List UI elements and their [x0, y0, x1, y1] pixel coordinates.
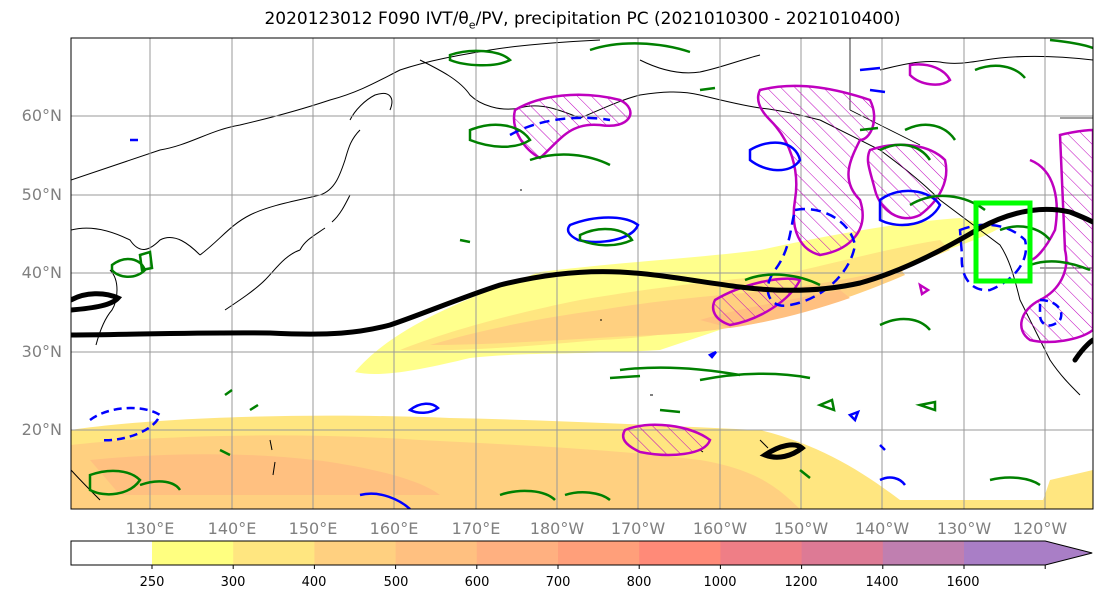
colorbar-segment	[558, 541, 640, 565]
lon-label-150w: 150°W	[773, 519, 829, 538]
lon-label-160e: 160°E	[369, 519, 419, 538]
colorbar-segment	[639, 541, 721, 565]
lon-label-160w: 160°W	[692, 519, 748, 538]
lat-label-60n: 60°N	[21, 106, 62, 125]
colorbar-tick-600: 600	[464, 575, 490, 590]
lat-label-30n: 30°N	[21, 342, 62, 361]
colorbar-tick-1600: 1600	[946, 575, 980, 590]
lat-label-50n: 50°N	[21, 185, 62, 204]
lon-label-170e: 170°E	[451, 519, 501, 538]
colorbar-segment	[314, 541, 397, 565]
colorbar-tick-250: 250	[139, 575, 165, 590]
colorbar-tick-300: 300	[220, 575, 246, 590]
lat-label-20n: 20°N	[21, 420, 62, 439]
colorbar-tick-1400: 1400	[865, 575, 899, 590]
lon-label-180w: 180°W	[529, 519, 585, 538]
colorbar-tick-1000: 1000	[703, 575, 737, 590]
lon-label-170w: 170°W	[610, 519, 666, 538]
colorbar-segment	[395, 541, 478, 565]
lat-label-40n: 40°N	[21, 263, 62, 282]
colorbar	[70, 540, 1093, 569]
colorbar-tick-400: 400	[301, 575, 327, 590]
pv-positive-contours	[88, 38, 1093, 502]
colorbar-tick-800: 800	[626, 575, 652, 590]
colorbar-segment	[801, 541, 884, 565]
lon-label-130w: 130°W	[936, 519, 992, 538]
lon-label-120w: 120°W	[1012, 519, 1068, 538]
colorbar-segment-low	[71, 541, 152, 565]
colorbar-segment-extend	[964, 541, 1093, 565]
colorbar-segment	[152, 541, 234, 565]
map-frame	[70, 37, 1094, 510]
pv-negative-contours	[89, 66, 1063, 509]
precip-contours	[512, 63, 1093, 457]
target-region-box	[973, 200, 1033, 284]
colorbar-segment	[720, 541, 803, 565]
lon-label-150e: 150°E	[288, 519, 338, 538]
colorbar-segment	[476, 541, 559, 565]
colorbar-segment	[233, 541, 315, 565]
lon-label-140e: 140°E	[207, 519, 257, 538]
colorbar-tick-700: 700	[545, 575, 571, 590]
ivt-shading	[71, 218, 1093, 509]
map-area	[71, 38, 1093, 509]
colorbar-segment	[882, 541, 965, 565]
colorbar-outline	[70, 540, 1093, 566]
colorbar-tick-500: 500	[383, 575, 409, 590]
colorbar-tick-1200: 1200	[784, 575, 818, 590]
lon-label-130e: 130°E	[125, 519, 175, 538]
lon-label-140w: 140°W	[854, 519, 910, 538]
map-title: 2020123012 F090 IVT/θe/PV, precipitation…	[264, 9, 901, 32]
